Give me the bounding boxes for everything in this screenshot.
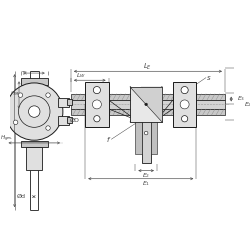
Text: $H_{ges.}$: $H_{ges.}$ [0,133,14,143]
Circle shape [180,100,189,109]
Bar [71,94,225,100]
Bar [71,109,225,115]
Circle shape [94,116,100,122]
Text: $E_2$: $E_2$ [142,171,150,179]
Circle shape [181,86,188,94]
Circle shape [182,116,188,122]
Circle shape [28,106,40,117]
Text: $H_M$: $H_M$ [10,89,19,98]
Circle shape [6,83,63,140]
Circle shape [92,100,101,109]
Bar [26,148,42,170]
Bar [130,86,162,122]
Bar [136,120,142,154]
Circle shape [46,126,50,130]
Text: T: T [22,70,26,76]
Text: f: f [107,137,109,143]
Bar [150,120,157,154]
Bar [67,117,72,123]
Circle shape [46,93,50,97]
Circle shape [145,103,148,106]
Bar [71,100,225,109]
Text: $E_1$: $E_1$ [142,179,150,188]
Circle shape [14,120,18,124]
Circle shape [93,86,100,94]
Circle shape [144,131,148,135]
Bar [58,116,69,125]
Bar [21,141,48,148]
Bar [142,115,150,162]
Text: Ød: Ød [16,194,25,199]
Text: s: s [207,74,211,80]
Text: $L_W$: $L_W$ [76,71,86,80]
Bar [173,82,196,127]
Bar [58,98,69,107]
Text: ØD: ØD [70,118,80,123]
Circle shape [18,96,50,127]
Text: $L_E$: $L_E$ [144,62,152,72]
Bar [21,78,48,85]
Bar [67,99,72,105]
Text: $E_3$: $E_3$ [236,94,245,104]
Text: $E_2$: $E_2$ [244,100,250,109]
Bar [85,82,108,127]
Circle shape [18,93,23,97]
Polygon shape [130,86,162,122]
